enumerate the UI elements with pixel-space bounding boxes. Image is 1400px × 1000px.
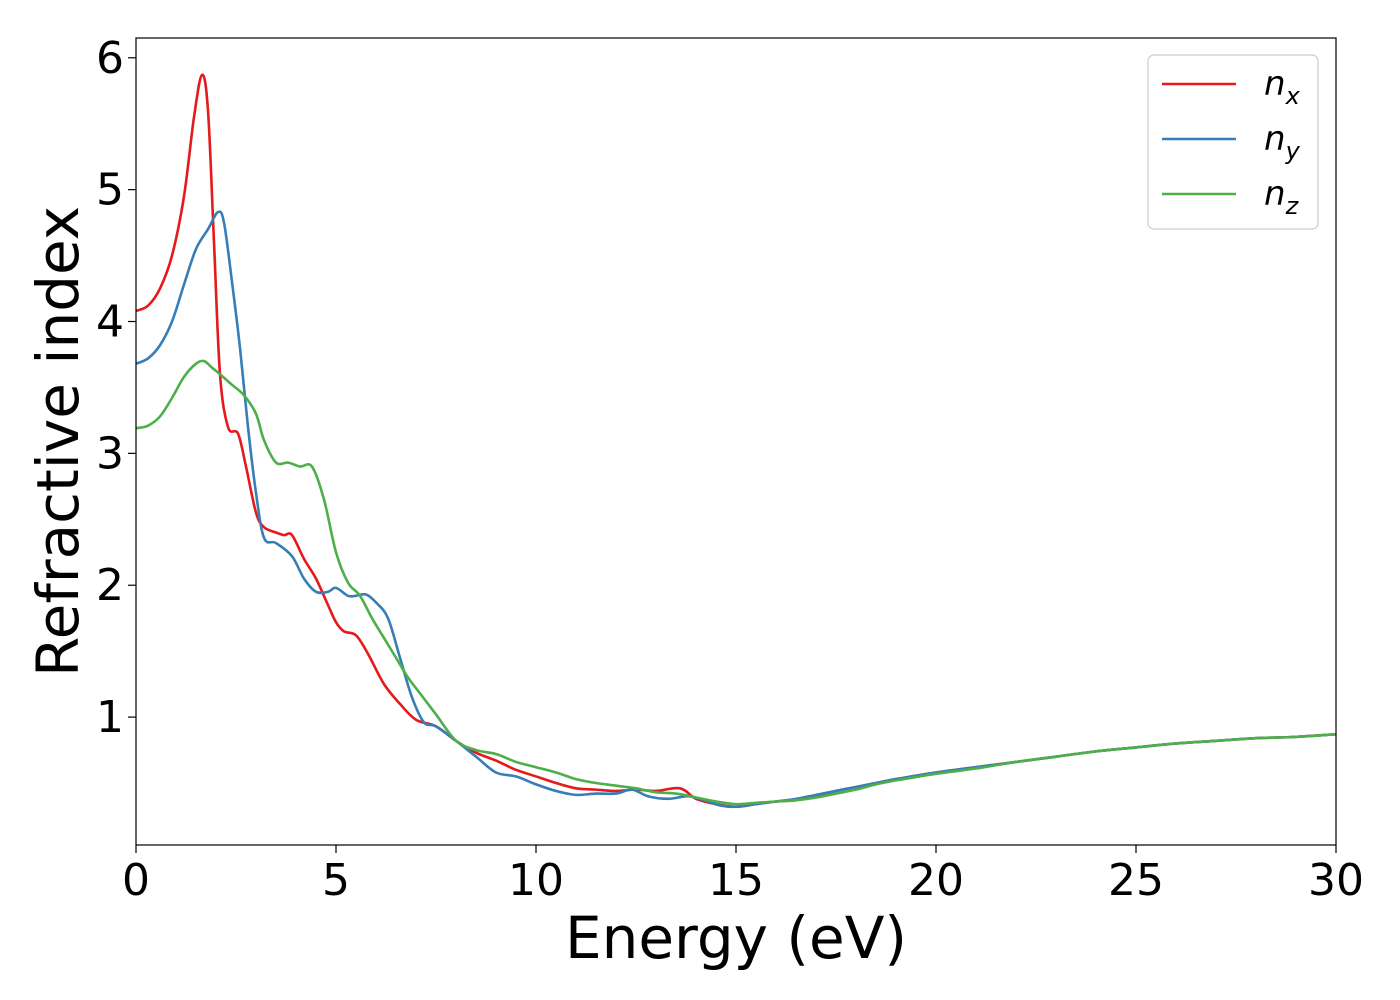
y-axis-title: Refractive index [24, 206, 92, 677]
y-tick-label: 5 [96, 165, 124, 216]
x-tick-label: 30 [1308, 855, 1364, 906]
series-line-ny [136, 210, 1336, 809]
legend-label-ny: ny [1264, 119, 1301, 165]
x-tick-label: 20 [908, 855, 964, 906]
x-tick-label: 10 [508, 855, 564, 906]
y-axis-ticks: 1 2 3 4 5 6 [96, 33, 136, 743]
y-tick-label: 1 [96, 692, 124, 743]
series-layer [136, 73, 1336, 809]
x-axis-ticks: 0 5 10 15 20 25 30 [122, 845, 1364, 906]
y-tick-label: 4 [96, 297, 124, 348]
x-axis-title: Energy (eV) [565, 904, 907, 972]
x-tick-label: 0 [122, 855, 150, 906]
legend: nx ny nz [1147, 54, 1319, 230]
legend-box [1147, 54, 1319, 230]
series-line-nz [136, 359, 1336, 806]
legend-label-nz: nz [1264, 174, 1300, 220]
x-tick-label: 15 [708, 855, 764, 906]
y-tick-label: 3 [96, 428, 124, 479]
y-tick-label: 6 [96, 33, 124, 84]
x-tick-label: 25 [1108, 855, 1164, 906]
x-tick-label: 5 [322, 855, 350, 906]
legend-label-nx: nx [1264, 64, 1301, 110]
y-tick-label: 2 [96, 560, 124, 611]
